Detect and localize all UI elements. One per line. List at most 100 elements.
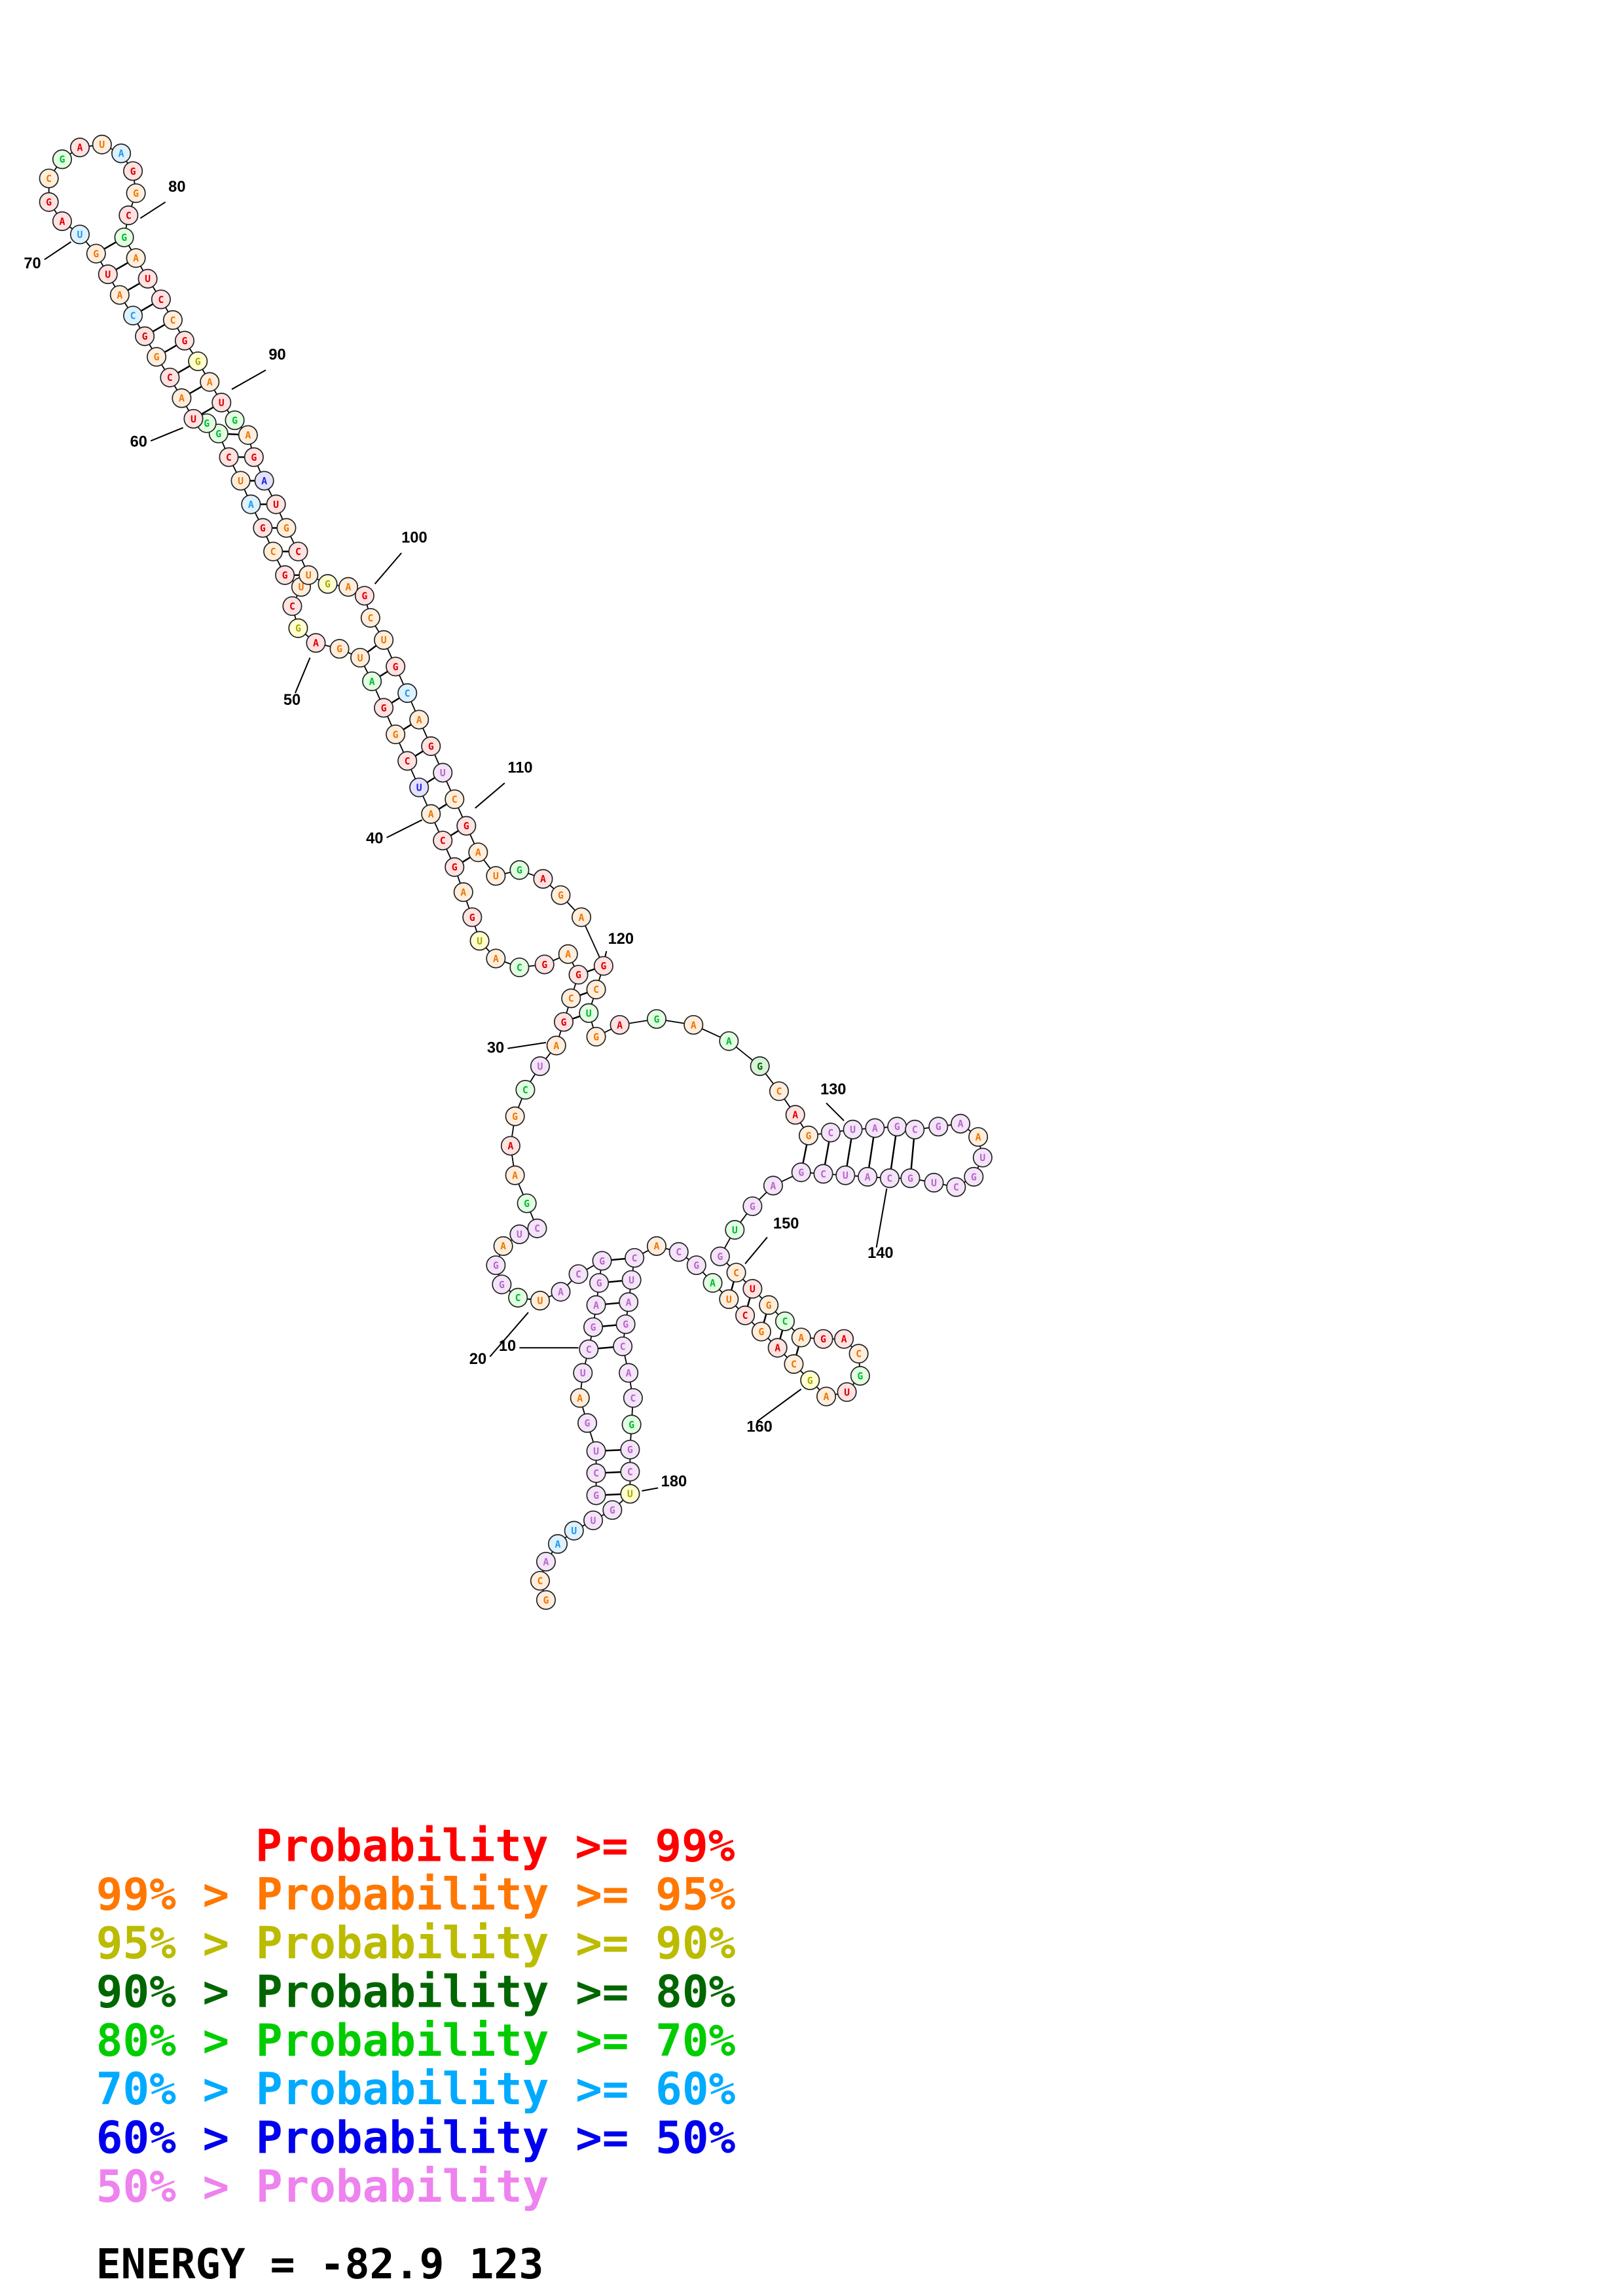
nucleotide-letter: A xyxy=(775,1342,780,1354)
nucleotide-circle xyxy=(551,885,571,905)
nucleotide-circle xyxy=(509,957,530,978)
nucleotide-circle xyxy=(879,1168,900,1189)
nucleotide-circle xyxy=(151,289,171,310)
legend-row-lt50: 50% > Probability xyxy=(96,2161,549,2212)
position-label-tick xyxy=(139,201,166,219)
nucleotide-letter: U xyxy=(537,1060,543,1072)
nucleotide-letter: U xyxy=(493,870,499,882)
nucleotide-letter: G xyxy=(894,1121,900,1133)
position-label: 150 xyxy=(773,1215,799,1232)
nucleotide-circle xyxy=(589,1273,610,1293)
nucleotide-letter: G xyxy=(717,1251,723,1263)
nucleotide-letter: A xyxy=(207,376,213,388)
nucleotide-letter: U xyxy=(580,1367,586,1379)
nucleotide-letter: U xyxy=(629,1274,634,1286)
nucleotide-circle xyxy=(123,306,143,326)
nucleotide-circle xyxy=(421,804,441,824)
nucleotide-circle xyxy=(719,1289,739,1309)
nucleotide-letter: G xyxy=(469,912,475,924)
nucleotide-letter: G xyxy=(381,702,387,714)
nucleotide-letter: U xyxy=(591,1515,596,1526)
nucleotide-circle xyxy=(266,494,286,514)
nucleotide-letter: G xyxy=(215,428,221,440)
nucleotide-letter: A xyxy=(248,499,254,511)
nucleotide-circle xyxy=(742,1279,763,1299)
nucleotide-letter: C xyxy=(452,794,458,806)
nucleotide-letter: G xyxy=(512,1111,518,1122)
position-label-tick xyxy=(44,241,72,260)
nucleotide-letter: C xyxy=(820,1168,826,1180)
nucleotide-letter: G xyxy=(59,154,65,166)
nucleotide-circle xyxy=(486,866,506,886)
nucleotide-letter: C xyxy=(886,1173,892,1185)
nucleotide-circle xyxy=(858,1166,878,1187)
energy-value-text: ENERGY = -82.9 123 xyxy=(96,2240,544,2288)
nucleotide-circle xyxy=(610,1014,630,1035)
nucleotide-letter: C xyxy=(575,1268,581,1280)
nucleotide-circle xyxy=(338,577,359,597)
label-leader-lines xyxy=(44,201,888,1492)
position-label-tick xyxy=(642,1487,659,1492)
nucleotide-circle xyxy=(350,647,371,668)
nucleotide-letter: G xyxy=(195,355,201,367)
nucleotide-letter: G xyxy=(361,590,367,602)
nucleotide-circle xyxy=(791,1327,811,1348)
nucleotide-circle xyxy=(211,393,232,413)
nucleotide-letter: G xyxy=(181,335,187,347)
nucleotide-letter: G xyxy=(758,1326,764,1338)
nucleotide-letter: U xyxy=(77,229,83,241)
nucleotide-circle xyxy=(517,1193,537,1213)
nucleotide-letter: C xyxy=(676,1246,682,1258)
nucleotide-circle xyxy=(92,134,112,154)
nucleotide-circle xyxy=(621,1414,642,1435)
nucleotide-letter: C xyxy=(620,1340,626,1352)
nucleotide-circle xyxy=(769,1081,789,1102)
nucleotide-circle xyxy=(530,1571,550,1591)
nucleotide-circle xyxy=(126,248,146,268)
nucleotide-circle xyxy=(263,541,283,562)
nucleotide-letter: A xyxy=(617,1019,623,1031)
nucleotide-letter: C xyxy=(568,993,574,1005)
nucleotide-letter: U xyxy=(726,1293,732,1305)
position-label: 180 xyxy=(661,1473,687,1490)
nucleotide-circle xyxy=(568,965,589,985)
nucleotide-letter: G xyxy=(499,1279,505,1291)
nucleotide-letter: G xyxy=(585,1418,591,1429)
probability-legend: Probability >= 99% 99% > Probability >= … xyxy=(96,1820,736,2212)
nucleotide-circle xyxy=(767,1338,788,1358)
nucleotide-circle xyxy=(621,1270,642,1290)
nucleotide-circle xyxy=(52,149,72,170)
nucleotide-circle xyxy=(360,607,380,628)
nucleotide-letter: U xyxy=(844,1386,850,1398)
nucleotide-circle xyxy=(374,630,394,650)
nucleotide-circle xyxy=(509,1224,530,1244)
nucleotide-letter: C xyxy=(130,310,136,322)
nucleotide-letter: U xyxy=(381,634,387,646)
legend-row-70: 80% > Probability >= 70% xyxy=(96,2015,736,2066)
nucleotide-letter: U xyxy=(357,652,363,664)
nucleotide-circle xyxy=(86,243,106,264)
nucleotide-circle xyxy=(968,1127,989,1147)
nucleotide-letter: C xyxy=(367,612,373,624)
nucleotide-circle xyxy=(188,351,208,372)
nucleotide-circle xyxy=(646,1236,666,1256)
nucleotide-circle xyxy=(433,831,453,851)
nucleotide-circle xyxy=(306,633,326,653)
nucleotide-letter: G xyxy=(260,522,266,534)
nucleotide-letter: U xyxy=(593,1445,599,1457)
nucleotide-circle xyxy=(98,264,118,285)
position-label: 130 xyxy=(820,1081,846,1098)
nucleotide-circle xyxy=(850,1366,870,1386)
nucleotide-letter: C xyxy=(522,1084,528,1096)
nucleotide-letter: G xyxy=(766,1299,772,1311)
nucleotide-letter: U xyxy=(191,413,196,425)
nucleotide-letter: A xyxy=(653,1240,659,1252)
nucleotide-circle xyxy=(613,1336,633,1357)
nucleotide-letter: G xyxy=(121,232,127,243)
position-label-tick xyxy=(507,1041,547,1049)
nucleotide-circle xyxy=(763,1175,783,1196)
nucleotide-letter: G xyxy=(464,820,469,832)
nucleotide-letter: G xyxy=(142,331,148,342)
nucleotide-circle xyxy=(593,956,613,976)
nucleotide-letter: G xyxy=(283,522,289,534)
